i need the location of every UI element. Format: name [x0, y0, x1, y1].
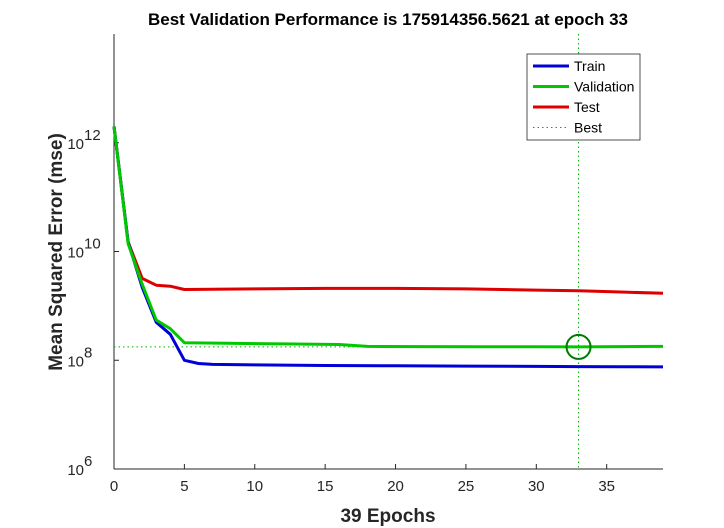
y-tick-base: 10 — [67, 245, 84, 262]
x-axis-title: 39 Epochs — [340, 506, 435, 527]
legend-label-test: Test — [574, 99, 600, 115]
x-tick-label: 10 — [246, 478, 263, 495]
y-tick-exponent: 12 — [84, 127, 101, 144]
y-tick-exponent: 6 — [84, 453, 92, 470]
y-axis-title: Mean Squared Error (mse) — [46, 133, 67, 371]
legend-label-best: Best — [574, 120, 602, 136]
x-ticks: 0 5 10 15 20 25 30 35 — [110, 464, 615, 495]
x-tick-label: 25 — [458, 478, 475, 495]
y-tick-label: 108 — [67, 344, 92, 370]
x-tick-label: 30 — [528, 478, 545, 495]
x-tick-label: 5 — [180, 478, 188, 495]
series-validation-line — [112, 126, 664, 349]
x-tick-label: 35 — [598, 478, 615, 495]
y-tick-base: 10 — [67, 462, 84, 479]
x-tick-label: 15 — [317, 478, 334, 495]
series-layer — [112, 126, 664, 369]
best-marker-layer — [565, 333, 592, 360]
legend-label-validation: Validation — [574, 79, 634, 95]
x-tick-label: 0 — [110, 478, 118, 495]
legend: Train Validation Test Best — [526, 53, 641, 141]
y-tick-exponent: 10 — [84, 236, 101, 253]
x-tick-label: 20 — [387, 478, 404, 495]
series-test-line — [112, 126, 664, 295]
legend-box — [526, 53, 641, 141]
y-tick-exponent: 8 — [84, 344, 92, 361]
best-marker-circle — [565, 333, 592, 360]
y-tick-base: 10 — [67, 136, 84, 153]
legend-label-train: Train — [574, 58, 605, 74]
y-tick-base: 10 — [67, 353, 84, 370]
y-tick-label: 106 — [67, 453, 92, 479]
chart-title: Best Validation Performance is 175914356… — [148, 10, 628, 29]
